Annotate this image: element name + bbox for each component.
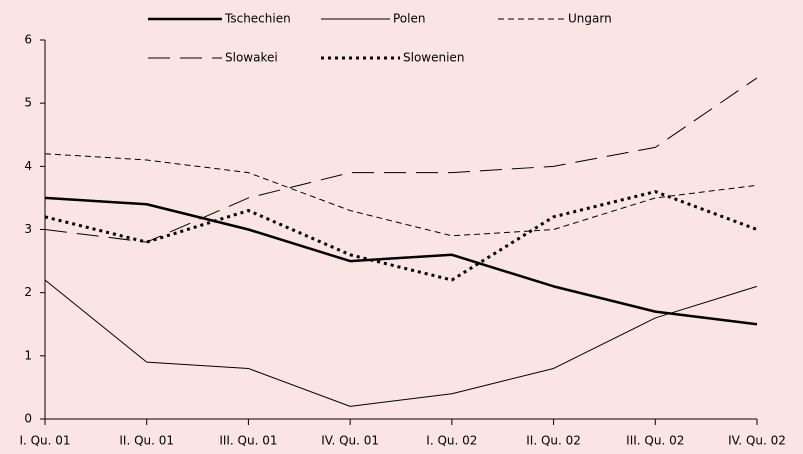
x-tick-label: II. Qu. 02: [526, 434, 581, 448]
legend-label: Polen: [393, 12, 425, 26]
y-tick-label: 5: [24, 96, 32, 110]
y-tick-label: 2: [24, 285, 32, 299]
x-tick-label: I. Qu. 01: [19, 434, 70, 448]
x-tick-label: III. Qu. 02: [626, 434, 684, 448]
legend-label: Slowenien: [403, 51, 464, 65]
y-tick-label: 1: [24, 348, 32, 362]
y-tick-label: 3: [24, 222, 32, 236]
x-tick-label: II. Qu. 01: [119, 434, 174, 448]
y-tick-label: 0: [24, 412, 32, 426]
series-line: [44, 279, 758, 407]
y-tick-label: 6: [24, 33, 32, 47]
legend-label: Tschechien: [224, 12, 291, 26]
x-tick-label: I. Qu. 02: [426, 434, 477, 448]
x-tick-label: IV. Qu. 01: [321, 434, 379, 448]
legend-label: Ungarn: [568, 12, 612, 26]
legend-label: Slowakei: [225, 51, 278, 65]
y-tick-label: 4: [24, 159, 32, 173]
series-line: [44, 196, 758, 326]
series-line: [44, 77, 758, 243]
x-tick-label: IV. Qu. 02: [728, 434, 786, 448]
series-line: [44, 153, 758, 237]
x-tick-label: III. Qu. 01: [219, 434, 277, 448]
